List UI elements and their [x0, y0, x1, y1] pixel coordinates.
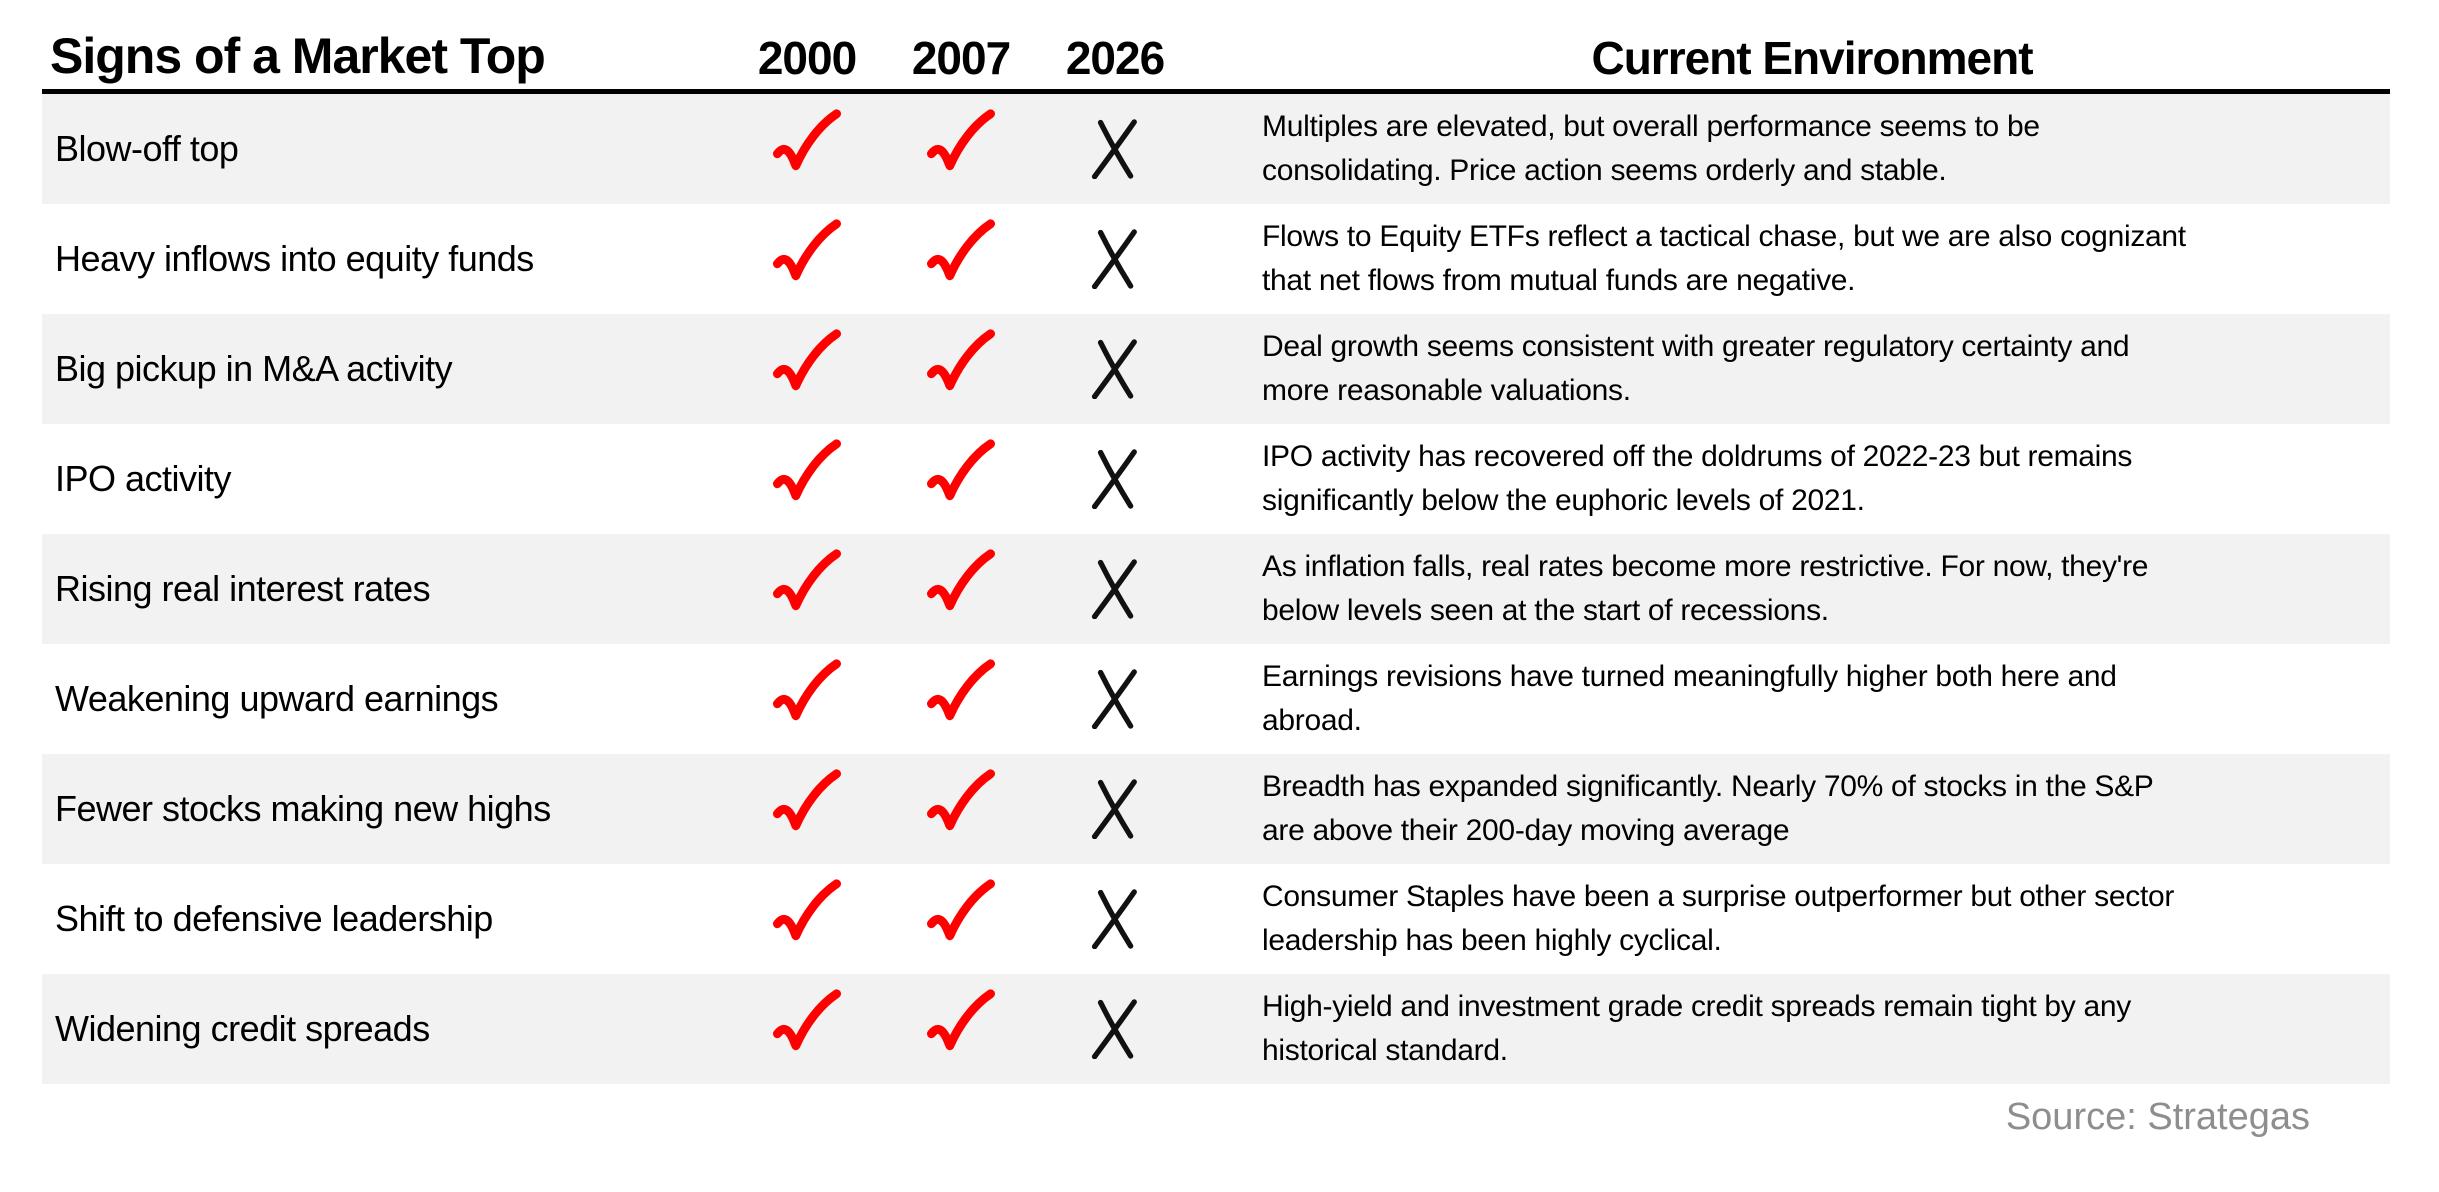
mark-cell-2007: [884, 985, 1038, 1073]
row-label: Rising real interest rates: [55, 568, 431, 609]
table-row: Weakening upward earnings Earnings revis…: [42, 644, 2390, 754]
row-label: Widening credit spreads: [55, 1008, 430, 1049]
year-header-2026: 2026: [1065, 32, 1165, 84]
table-header: Signs of a Market Top 2000 2007 2026 Cur…: [42, 0, 2390, 94]
mark-cell-2007: [884, 875, 1038, 963]
mark-cell-2026: [1038, 323, 1192, 415]
check-icon: [921, 545, 1001, 633]
row-description: IPO activity has recovered off the doldr…: [1262, 440, 2133, 517]
mark-cell-2000: [730, 985, 884, 1073]
table-row: Fewer stocks making new highs Breadth ha…: [42, 754, 2390, 864]
mark-cell-2026: [1038, 103, 1192, 195]
mark-cell-2000: [730, 325, 884, 413]
table-content: Signs of a Market Top 2000 2007 2026 Cur…: [42, 0, 2390, 1139]
row-description: High-yield and investment grade credit s…: [1262, 990, 2131, 1067]
mark-cell-2000: [730, 215, 884, 303]
row-description: As inflation falls, real rates become mo…: [1262, 550, 2149, 627]
table-row: Widening credit spreads High-yield and i…: [42, 974, 2390, 1084]
check-icon: [921, 105, 1001, 193]
row-description: Consumer Staples have been a surprise ou…: [1262, 880, 2175, 957]
check-icon: [921, 435, 1001, 523]
row-description: Earnings revisions have turned meaningfu…: [1262, 660, 2117, 737]
mark-cell-2000: [730, 655, 884, 743]
x-icon: [1085, 323, 1145, 415]
check-icon: [767, 655, 847, 743]
mark-cell-2026: [1038, 543, 1192, 635]
check-icon: [921, 875, 1001, 963]
mark-cell-2026: [1038, 653, 1192, 745]
mark-cell-2007: [884, 325, 1038, 413]
check-icon: [767, 985, 847, 1073]
check-icon: [921, 655, 1001, 743]
mark-cell-2007: [884, 435, 1038, 523]
x-icon: [1085, 873, 1145, 965]
mark-cell-2026: [1038, 763, 1192, 855]
year-header-2000: 2000: [757, 32, 857, 84]
x-icon: [1085, 763, 1145, 855]
table-row: Big pickup in M&A activity Deal growth s…: [42, 314, 2390, 424]
source-credit: Source: Strategas: [2005, 1096, 2310, 1138]
table-row: Shift to defensive leadership Consumer S…: [42, 864, 2390, 974]
row-label: Fewer stocks making new highs: [55, 788, 551, 829]
check-icon: [767, 215, 847, 303]
table-row: Blow-off top Multiples are elevated, but…: [42, 94, 2390, 204]
mark-cell-2000: [730, 875, 884, 963]
market-top-exhibit: Signs of a Market Top 2000 2007 2026 Cur…: [42, 0, 2390, 1139]
current-environment-header: Current Environment: [1591, 32, 2033, 84]
mark-cell-2007: [884, 105, 1038, 193]
mark-cell-2000: [730, 545, 884, 633]
row-description: Flows to Equity ETFs reflect a tactical …: [1262, 220, 2186, 297]
check-icon: [921, 765, 1001, 853]
check-icon: [921, 215, 1001, 303]
check-icon: [921, 325, 1001, 413]
year-header-2007: 2007: [911, 32, 1011, 84]
x-icon: [1085, 213, 1145, 305]
check-icon: [921, 985, 1001, 1073]
table-row: IPO activity IPO activity has recovered …: [42, 424, 2390, 534]
mark-cell-2026: [1038, 983, 1192, 1075]
mark-cell-2000: [730, 105, 884, 193]
check-icon: [767, 325, 847, 413]
mark-cell-2000: [730, 765, 884, 853]
x-icon: [1085, 543, 1145, 635]
mark-cell-2000: [730, 435, 884, 523]
source-row: Source: Strategas: [42, 1084, 2390, 1139]
row-label: Weakening upward earnings: [55, 678, 499, 719]
check-icon: [767, 875, 847, 963]
check-icon: [767, 765, 847, 853]
x-icon: [1085, 653, 1145, 745]
table-title: Signs of a Market Top: [50, 28, 546, 84]
mark-cell-2026: [1038, 213, 1192, 305]
row-description: Breadth has expanded significantly. Near…: [1262, 770, 2154, 847]
mark-cell-2007: [884, 215, 1038, 303]
row-label: Big pickup in M&A activity: [55, 348, 453, 389]
check-icon: [767, 435, 847, 523]
mark-cell-2026: [1038, 433, 1192, 525]
row-label: Blow-off top: [55, 128, 239, 169]
mark-cell-2007: [884, 655, 1038, 743]
row-description: Deal growth seems consistent with greate…: [1262, 330, 2130, 407]
x-icon: [1085, 103, 1145, 195]
row-label: IPO activity: [55, 458, 232, 499]
table-body: Blow-off top Multiples are elevated, but…: [42, 94, 2390, 1084]
x-icon: [1085, 433, 1145, 525]
row-description: Multiples are elevated, but overall perf…: [1262, 110, 2040, 187]
check-icon: [767, 105, 847, 193]
mark-cell-2026: [1038, 873, 1192, 965]
row-label: Shift to defensive leadership: [55, 898, 493, 939]
table-row: Rising real interest rates As inflation …: [42, 534, 2390, 644]
mark-cell-2007: [884, 765, 1038, 853]
table-row: Heavy inflows into equity funds Flows to…: [42, 204, 2390, 314]
x-icon: [1085, 983, 1145, 1075]
mark-cell-2007: [884, 545, 1038, 633]
row-label: Heavy inflows into equity funds: [55, 238, 534, 279]
check-icon: [767, 545, 847, 633]
